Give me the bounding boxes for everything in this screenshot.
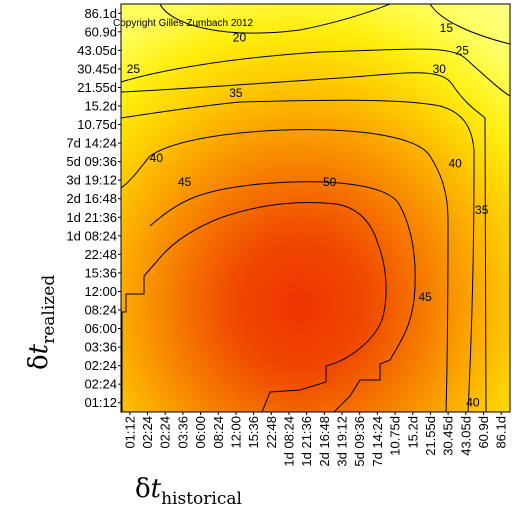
x-tick-label: 43.05d [458,416,473,456]
y-tick-label: 15:36 [84,265,117,280]
y-tick-label: 1d 21:36 [66,210,117,225]
x-axis-label-var: t [151,474,162,504]
x-axis-label-sub: historical [161,489,242,509]
contour-label: 20 [233,30,247,44]
y-tick-label: 21.55d [77,80,117,95]
y-tick-label: 60.9d [84,24,117,39]
contour-label: 40 [150,151,164,165]
y-tick-label: 30.45d [77,61,117,76]
y-axis-label-var: t [24,343,54,354]
y-tick-label: 08:24 [84,303,117,318]
y-tick-label: 86.1d [84,6,117,21]
contour-label: 35 [475,203,489,217]
contour-label: 40 [449,156,463,170]
x-tick-label: 08:24 [211,416,226,449]
y-tick-label: 15.2d [84,99,117,114]
contour-label-text: 50 [323,175,337,189]
contour-label: 25 [127,62,141,76]
x-tick-label: 06:00 [193,416,208,449]
contour-line-50 [121,202,387,412]
x-tick-label: 1d 21:36 [299,416,314,467]
x-tick-label: 60.9d [476,416,491,449]
contour-label: 15 [440,21,454,35]
contour-line-30 [121,72,487,412]
y-tick-label: 03:36 [84,340,117,355]
y-tick-label: 43.05d [77,43,117,58]
x-tick-label: 10.75d [388,416,403,456]
y-tick-label: 02:24 [84,358,117,373]
contour-label: 50 [323,175,337,189]
contour-line-15 [429,4,510,45]
contour-line-20 [159,4,391,34]
y-tick-label: 7d 14:24 [66,136,117,151]
y-axis-label-symbol: δ [24,354,54,370]
x-tick-label: 7d 14:24 [370,416,385,467]
x-tick-label: 15.2d [405,416,420,449]
y-tick-label: 2d 16:48 [66,191,117,206]
x-tick-label: 22:48 [264,416,279,449]
contour-label-text: 35 [475,203,489,217]
y-tick-label: 22:48 [84,247,117,262]
contour-line-40 [121,129,449,412]
x-tick-label: 02:24 [158,416,173,449]
x-tick-label: 5d 09:36 [352,416,367,467]
x-tick-label: 15:36 [246,416,261,449]
contour-label-text: 40 [449,156,463,170]
contour-label: 45 [418,290,432,304]
plot-frame [120,3,511,413]
y-axis-label-sub: realized [39,275,59,344]
svg-text:δthistorical: δthistorical [135,474,242,509]
x-tick-label: 30.45d [441,416,456,456]
contour-label: 45 [178,175,192,189]
x-axis-label: δthistorical [135,474,242,509]
contour-labels: 15 20 25 25 30 35 35 40 40 45 45 50 40 [127,21,489,410]
y-tick-label: 12:00 [84,284,117,299]
contour-label-text: 30 [433,62,447,76]
contour-label-text: 15 [440,21,454,35]
copyright-text: Copyright Gilles Zumbach 2012 [113,18,254,29]
y-axis-ticks: 01:12 02:24 02:24 03:36 06:00 08:24 12:00 15:36… [66,6,121,410]
contour-line-35 [121,99,475,412]
x-axis-ticks: 01:12 02:24 02:24 03:36 06:00 08:24 12:00 15:36… [122,412,509,467]
y-tick-label: 02:24 [84,377,117,392]
y-tick-label: 5d 09:36 [66,154,117,169]
x-tick-label: 21.55d [423,416,438,456]
x-tick-label: 02:24 [140,416,155,449]
contour-label: 40 [466,396,480,410]
x-tick-label: 86.1d [494,416,509,449]
contour-label: 35 [229,86,243,100]
contour-line-25 [121,48,510,97]
y-tick-label: 3d 19:12 [66,173,117,188]
contour-label: 30 [433,62,447,76]
contour-lines [121,4,510,412]
svg-text:δtrealized: δtrealized [24,275,59,370]
y-tick-label: 10.75d [77,117,117,132]
x-tick-label: 2d 16:48 [317,416,332,467]
x-tick-label: 1d 08:24 [281,416,296,467]
contour-line-45 [149,181,416,412]
y-tick-label: 1d 08:24 [66,228,117,243]
x-tick-label: 12:00 [228,416,243,449]
x-tick-label: 01:12 [122,416,137,449]
contour-label-text: 45 [418,290,432,304]
contour-label-text: 20 [233,30,247,44]
heatmap-highlight [121,4,510,412]
contour-label-text: 35 [229,86,243,100]
x-tick-label: 3d 19:12 [335,416,350,467]
y-tick-label: 01:12 [84,395,117,410]
contour-label: 25 [456,43,470,57]
contour-label-text: 40 [466,396,480,410]
contour-label-text: 40 [150,151,164,165]
contour-label-text: 25 [456,43,470,57]
contour-label-text: 25 [127,62,141,76]
contour-label-text: 45 [178,175,192,189]
y-tick-label: 06:00 [84,321,117,336]
y-axis-label: δtrealized [24,275,59,370]
x-tick-label: 03:36 [175,416,190,449]
x-axis-label-symbol: δ [135,474,151,504]
